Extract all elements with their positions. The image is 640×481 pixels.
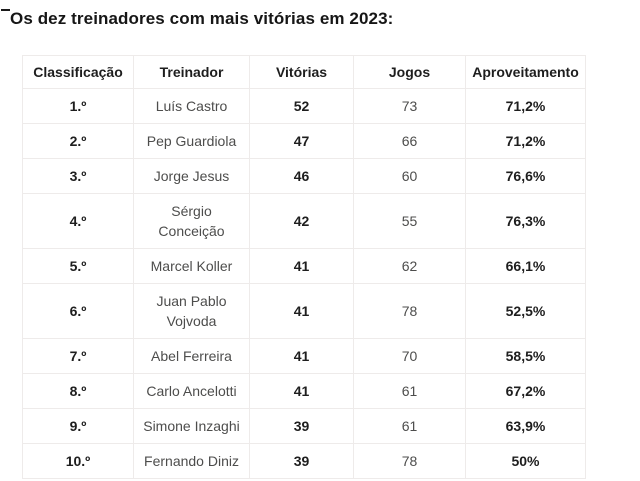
cell-games: 78 [353, 443, 466, 479]
cell-games: 61 [353, 408, 466, 444]
cell-wins: 41 [249, 248, 354, 284]
cell-games: 60 [353, 158, 466, 194]
table-row: 1.º Luís Castro 52 73 71,2% [22, 88, 586, 124]
table-row: 10.º Fernando Diniz 39 78 50% [22, 443, 586, 479]
cell-coach: Marcel Koller [133, 248, 250, 284]
table-row: 3.º Jorge Jesus 46 60 76,6% [22, 158, 586, 194]
cell-pct: 76,6% [465, 158, 586, 194]
cell-games: 70 [353, 338, 466, 374]
cell-pct: 71,2% [465, 123, 586, 159]
cell-wins: 46 [249, 158, 354, 194]
cell-rank: 6.º [22, 283, 134, 339]
cell-pct: 67,2% [465, 373, 586, 409]
cell-coach: Jorge Jesus [133, 158, 250, 194]
cell-pct: 66,1% [465, 248, 586, 284]
cell-wins: 41 [249, 283, 354, 339]
header-vitorias: Vitórias [249, 55, 354, 89]
cell-pct: 52,5% [465, 283, 586, 339]
cell-wins: 39 [249, 443, 354, 479]
cell-games: 66 [353, 123, 466, 159]
cell-rank: 1.º [22, 88, 134, 124]
cell-coach: Carlo Ancelotti [133, 373, 250, 409]
cell-pct: 63,9% [465, 408, 586, 444]
cell-pct: 71,2% [465, 88, 586, 124]
cell-coach: Luís Castro [133, 88, 250, 124]
table-row: 6.º Juan Pablo Vojvoda 41 78 52,5% [22, 283, 586, 339]
table-row: 9.º Simone Inzaghi 39 61 63,9% [22, 408, 586, 444]
header-classificacao: Classificação [22, 55, 134, 89]
cell-coach: Pep Guardiola [133, 123, 250, 159]
cell-rank: 4.º [22, 193, 134, 249]
cell-wins: 41 [249, 373, 354, 409]
cell-rank: 8.º [22, 373, 134, 409]
cell-wins: 42 [249, 193, 354, 249]
cell-rank: 2.º [22, 123, 134, 159]
table-header-row: Classificação Treinador Vitórias Jogos A… [22, 55, 586, 89]
cell-games: 55 [353, 193, 466, 249]
cell-wins: 39 [249, 408, 354, 444]
cell-rank: 10.º [22, 443, 134, 479]
cell-rank: 7.º [22, 338, 134, 374]
table-row: 2.º Pep Guardiola 47 66 71,2% [22, 123, 586, 159]
header-aproveitamento: Aproveitamento [465, 55, 586, 89]
header-treinador: Treinador [133, 55, 250, 89]
cell-rank: 9.º [22, 408, 134, 444]
cell-coach: Abel Ferreira [133, 338, 250, 374]
cell-rank: 5.º [22, 248, 134, 284]
table-row: 8.º Carlo Ancelotti 41 61 67,2% [22, 373, 586, 409]
cell-pct: 76,3% [465, 193, 586, 249]
cell-games: 78 [353, 283, 466, 339]
cell-coach: Sérgio Conceição [133, 193, 250, 249]
table-row: 7.º Abel Ferreira 41 70 58,5% [22, 338, 586, 374]
cell-pct: 50% [465, 443, 586, 479]
table-row: 4.º Sérgio Conceição 42 55 76,3% [22, 193, 586, 249]
cell-coach: Fernando Diniz [133, 443, 250, 479]
cell-pct: 58,5% [465, 338, 586, 374]
cell-rank: 3.º [22, 158, 134, 194]
table-row: 5.º Marcel Koller 41 62 66,1% [22, 248, 586, 284]
cell-wins: 41 [249, 338, 354, 374]
cell-games: 73 [353, 88, 466, 124]
screenshot-artifact [1, 9, 10, 11]
coaches-table: Classificação Treinador Vitórias Jogos A… [22, 55, 586, 479]
page-title: Os dez treinadores com mais vitórias em … [10, 9, 394, 28]
cell-games: 61 [353, 373, 466, 409]
cell-wins: 52 [249, 88, 354, 124]
header-jogos: Jogos [353, 55, 466, 89]
cell-wins: 47 [249, 123, 354, 159]
cell-coach: Juan Pablo Vojvoda [133, 283, 250, 339]
cell-coach: Simone Inzaghi [133, 408, 250, 444]
cell-games: 62 [353, 248, 466, 284]
